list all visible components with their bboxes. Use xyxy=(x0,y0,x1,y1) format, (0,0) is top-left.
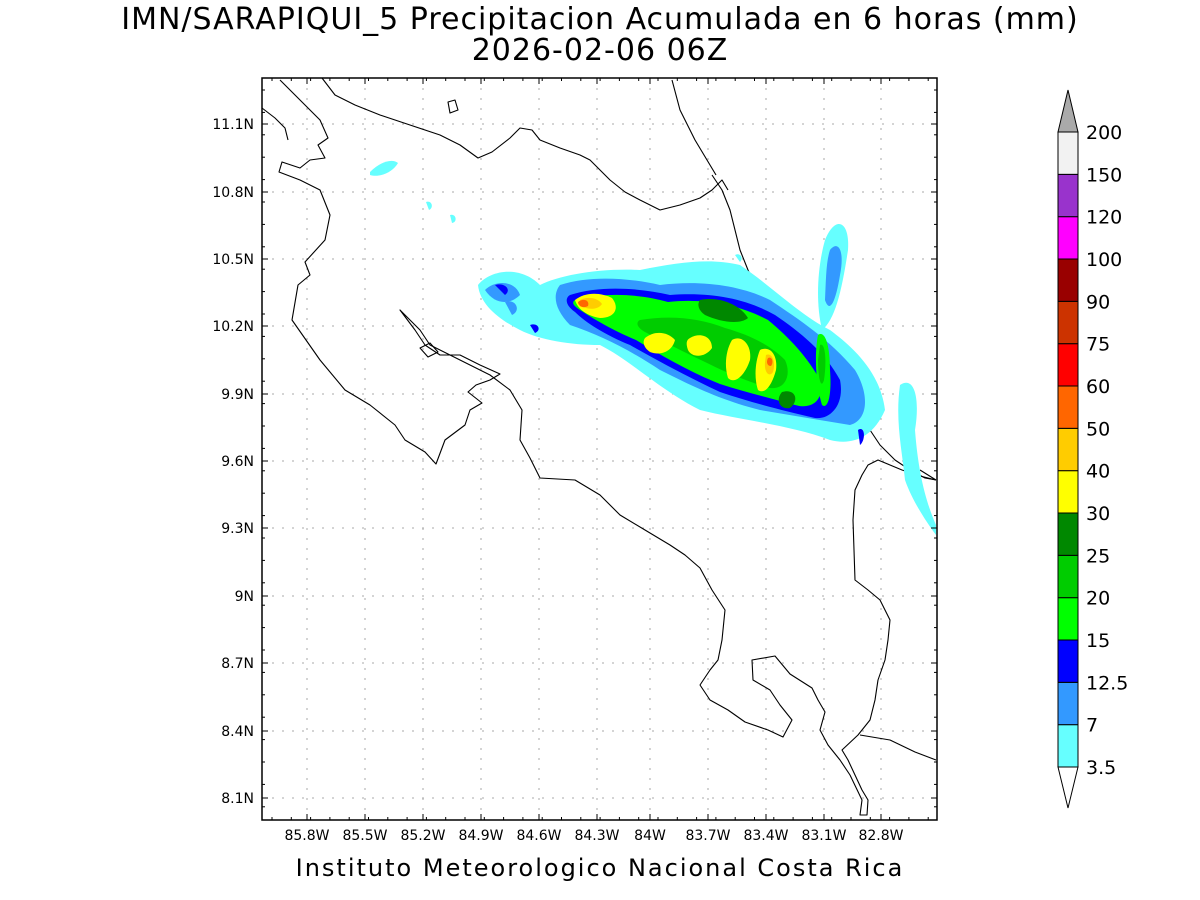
colorbar-bin xyxy=(1057,300,1079,345)
longitude-label: 83.7W xyxy=(685,828,730,844)
colorbar-bin xyxy=(1057,639,1079,683)
latitude-label: 10.5N xyxy=(212,252,254,268)
latitude-label: 9.6N xyxy=(221,454,254,470)
map-subtitle: 2026-02-06 06Z xyxy=(471,33,729,68)
colorbar-bin xyxy=(1057,554,1079,599)
colorbar-bin xyxy=(1057,258,1079,302)
colorbar-bin xyxy=(1057,216,1079,260)
latitude-label: 8.4N xyxy=(221,724,254,740)
latitude-label: 8.7N xyxy=(221,656,254,672)
colorbar-label: 7 xyxy=(1086,715,1098,737)
latitude-label: 9.9N xyxy=(221,387,254,403)
longitude-label: 85.5W xyxy=(342,828,387,844)
footer-credit: Instituto Meteorologico Nacional Costa R… xyxy=(295,854,905,882)
map-frame xyxy=(261,77,938,821)
map-title: IMN/SARAPIQUI_5 Precipitacion Acumulada … xyxy=(121,2,1079,37)
coastline-borders xyxy=(261,77,937,816)
latitude-label: 10.8N xyxy=(212,185,254,201)
colorbar-labels: 3.5 7 12.5 15 20 25 30 40 50 60 75 90 100 120 150 200 xyxy=(1086,122,1128,779)
colorbar-bin xyxy=(1057,131,1079,175)
colorbar-label: 40 xyxy=(1086,461,1110,483)
latitude-label: 9.3N xyxy=(221,521,254,537)
longitude-label: 83.1W xyxy=(801,828,846,844)
latitude-label: 10.2N xyxy=(212,319,254,335)
map-ticks xyxy=(262,78,937,820)
colorbar-max-arrow xyxy=(1057,89,1079,133)
colorbar-label: 15 xyxy=(1086,630,1110,652)
longitude-labels: 85.8W 85.5W 85.2W 84.9W 84.6W 84.3W 84W 83.7W 83… xyxy=(284,828,903,844)
longitude-label: 83.4W xyxy=(743,828,788,844)
longitude-label: 84W xyxy=(634,828,666,844)
colorbar-label: 90 xyxy=(1086,291,1110,313)
longitude-label: 85.2W xyxy=(400,828,445,844)
colorbar-label: 3.5 xyxy=(1086,757,1116,779)
longitude-label: 84.6W xyxy=(516,828,561,844)
colorbar-bin xyxy=(1057,470,1079,514)
colorbar-label: 100 xyxy=(1086,249,1122,271)
colorbar-bin xyxy=(1057,427,1079,472)
colorbar-bin xyxy=(1057,343,1079,387)
colorbar-bin xyxy=(1057,385,1079,429)
colorbar-label: 60 xyxy=(1086,376,1110,398)
longitude-label: 85.8W xyxy=(284,828,329,844)
colorbar-label: 75 xyxy=(1086,334,1110,356)
longitude-label: 84.9W xyxy=(458,828,503,844)
colorbar-label: 150 xyxy=(1086,164,1122,186)
colorbar-bin xyxy=(1057,597,1079,641)
latitude-label: 9N xyxy=(235,589,254,605)
colorbar-label: 50 xyxy=(1086,418,1110,440)
longitude-label: 84.3W xyxy=(574,828,619,844)
colorbar-min-arrow xyxy=(1057,766,1079,809)
colorbar-label: 30 xyxy=(1086,503,1110,525)
colorbar-label: 200 xyxy=(1086,122,1122,144)
precipitation-field xyxy=(370,160,936,535)
colorbar-label: 25 xyxy=(1086,545,1110,567)
colorbar-bin xyxy=(1057,512,1079,556)
latitude-labels: 11.1N 10.8N 10.5N 10.2N 9.9N 9.6N 9.3N 9N 8.7N 8.… xyxy=(212,117,254,807)
colorbar-label: 20 xyxy=(1086,588,1110,610)
latitude-label: 11.1N xyxy=(212,117,254,133)
colorbar-label: 120 xyxy=(1086,207,1122,229)
precipitation-colorbar xyxy=(1057,89,1079,809)
latitude-label: 8.1N xyxy=(221,791,254,807)
colorbar-bin xyxy=(1057,681,1079,726)
map-grid xyxy=(262,78,937,820)
colorbar-bin xyxy=(1057,173,1079,218)
longitude-label: 82.8W xyxy=(858,828,903,844)
colorbar-bin xyxy=(1057,724,1079,768)
colorbar-label: 12.5 xyxy=(1086,672,1128,694)
